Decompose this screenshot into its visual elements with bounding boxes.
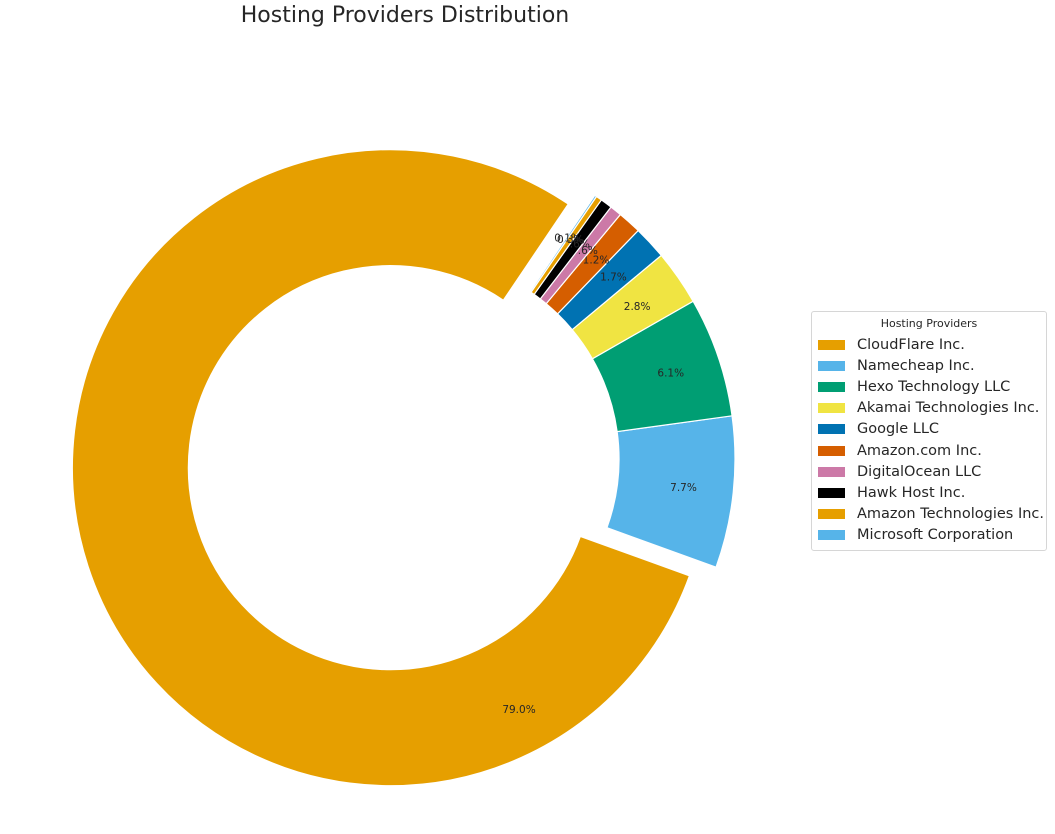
- percent-label-2: 6.1%: [657, 368, 684, 380]
- legend-item: DigitalOcean LLC: [812, 461, 1046, 482]
- legend-item: Amazon.com Inc.: [812, 440, 1046, 461]
- legend-title: Hosting Providers: [880, 317, 978, 330]
- legend-item: Microsoft Corporation: [812, 525, 1046, 546]
- legend-swatch: [818, 487, 845, 498]
- legend-item: Hawk Host Inc.: [812, 482, 1046, 503]
- legend-item: Hexo Technology LLC: [812, 376, 1046, 397]
- percent-label-5: 1.2%: [583, 255, 610, 267]
- legend-item: Namecheap Inc.: [812, 355, 1046, 376]
- legend-label: Amazon Technologies Inc.: [857, 506, 1045, 523]
- percent-label-1: 7.7%: [670, 482, 697, 494]
- legend-label: Hawk Host Inc.: [857, 484, 966, 501]
- percent-label-9: 0.1%: [554, 232, 581, 244]
- slice-microsoft-corporation: [529, 194, 598, 294]
- legend-label: Amazon.com Inc.: [857, 442, 982, 459]
- chart-title: Hosting Providers Distribution: [240, 3, 570, 28]
- legend-swatch: [818, 466, 845, 477]
- legend-item: CloudFlare Inc.: [812, 334, 1046, 355]
- legend-entries: CloudFlare Inc. Namecheap Inc. Hexo Techno…: [812, 334, 1046, 546]
- legend-swatch: [818, 424, 845, 435]
- legend-label: Akamai Technologies Inc.: [857, 400, 1040, 417]
- legend-swatch: [818, 530, 845, 541]
- legend-label: DigitalOcean LLC: [857, 463, 982, 480]
- percent-label-4: 1.7%: [600, 272, 627, 284]
- legend-label: CloudFlare Inc.: [857, 336, 965, 353]
- legend-swatch: [818, 360, 845, 371]
- legend-swatch: [818, 509, 845, 520]
- legend-item: Akamai Technologies Inc.: [812, 398, 1046, 419]
- legend-label: Google LLC: [857, 421, 940, 438]
- legend-swatch: [818, 403, 845, 414]
- percent-label-3: 2.8%: [624, 301, 651, 313]
- legend-swatch: [818, 445, 845, 456]
- legend-swatch: [818, 339, 845, 350]
- legend-item: Amazon Technologies Inc.: [812, 504, 1046, 525]
- legend-label: Namecheap Inc.: [857, 357, 975, 374]
- legend-label: Hexo Technology LLC: [857, 378, 1011, 395]
- slice-cloudflare-inc: [71, 149, 691, 787]
- legend-label: Microsoft Corporation: [857, 527, 1014, 544]
- donut-chart: 79.0%7.7%6.1%2.8%1.7%1.2%0.6%0.6%0.3%0.1…: [71, 149, 736, 787]
- legend: Hosting Providers CloudFlare Inc. Nameche…: [811, 311, 1047, 551]
- legend-item: Google LLC: [812, 419, 1046, 440]
- legend-swatch: [818, 381, 845, 392]
- percent-label-0: 79.0%: [502, 704, 535, 716]
